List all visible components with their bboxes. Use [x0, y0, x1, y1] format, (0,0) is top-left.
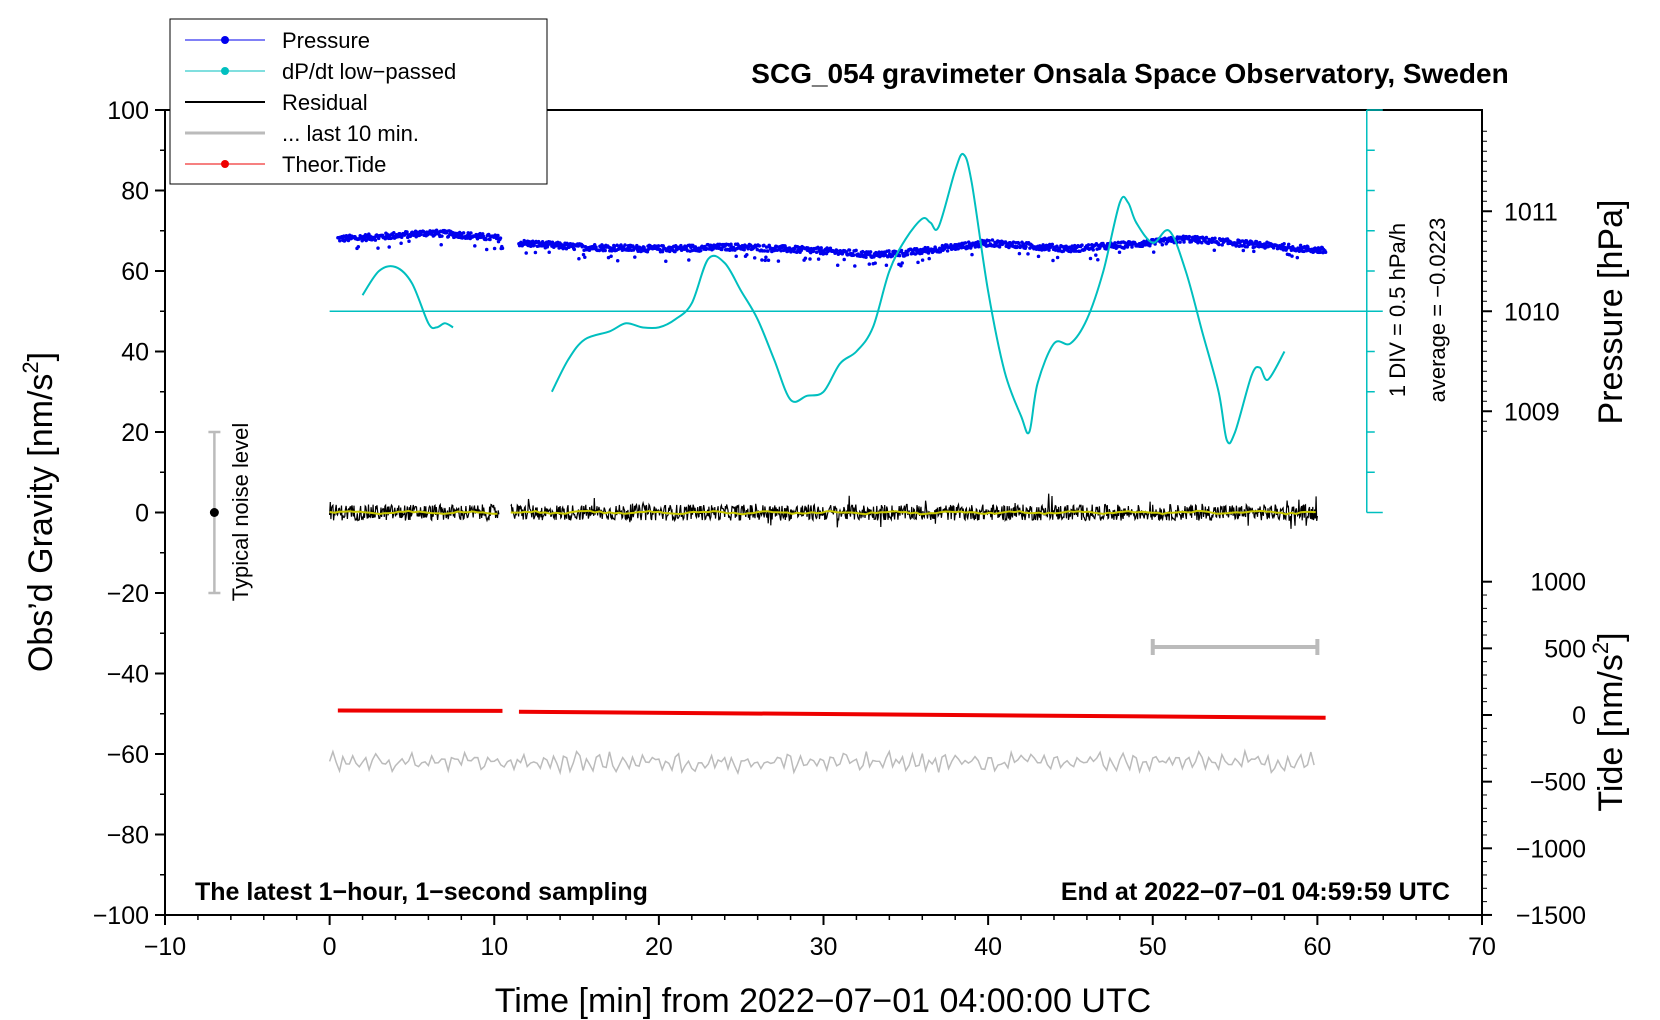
pressure-tick-label: 1011	[1504, 198, 1558, 226]
noise-level-label: Typical noise level	[228, 423, 253, 602]
tide-series	[518, 709, 1326, 720]
y-tick-label: −100	[93, 902, 149, 930]
legend-label: dP/dt low−passed	[282, 59, 456, 84]
pressure-tick-label: 1010	[1504, 298, 1560, 326]
dpdt-series	[361, 265, 454, 330]
dpdt-series	[550, 152, 1286, 445]
tide-axis-title-main: Tide [nm/s	[1592, 654, 1630, 811]
annotation-layer	[208, 109, 1383, 655]
legend-label: Residual	[282, 90, 368, 115]
bottom-right-note: End at 2022−07−01 04:59:59 UTC	[1061, 878, 1450, 906]
last10-series	[328, 748, 1315, 776]
y-axis-title-sup: 2	[18, 361, 43, 373]
tide-axis-title: Tide [nm/s2]	[1588, 632, 1630, 811]
legend: Pressure dP/dt low−passed Residual ... last…	[169, 18, 548, 185]
y-tick-label: 40	[121, 339, 149, 367]
x-tick-label: 50	[1139, 933, 1167, 961]
x-tick-label: 30	[810, 933, 838, 961]
y-axis-title: Obs’d Gravity [nm/s2]	[18, 352, 60, 672]
tide-tick-label: 0	[1572, 702, 1586, 730]
x-axis-title: Time [min] from 2022−07−01 04:00:00 UTC	[495, 982, 1151, 1020]
residual-smoothed-series	[329, 509, 498, 516]
legend-marker	[221, 160, 229, 168]
y-tick-label: 60	[121, 258, 149, 286]
y-tick-label: 20	[121, 419, 149, 447]
residual-series	[510, 493, 1318, 529]
legend-marker	[221, 36, 229, 44]
noise-dot	[209, 508, 219, 517]
series-layer	[328, 152, 1328, 776]
y-tick-label: 0	[135, 500, 149, 528]
bottom-left-note: The latest 1−hour, 1−second sampling	[195, 878, 648, 906]
dpdt-average-label: average = −0.0223	[1425, 218, 1450, 403]
dpdt-scale-label: 1 DIV = 0.5 hPa/h	[1385, 223, 1410, 397]
pressure-axis-title: Pressure [hPa]	[1592, 200, 1630, 425]
chart-title: SCG_054 gravimeter Onsala Space Observat…	[751, 58, 1508, 89]
y-tick-label: 100	[107, 97, 149, 125]
legend-items: Pressure dP/dt low−passed Residual ... last…	[185, 28, 456, 177]
y-tick-label: 80	[121, 178, 149, 206]
y-tick-label: −40	[107, 661, 149, 689]
y-tick-label: −20	[107, 580, 149, 608]
residual-smoothed-series	[510, 509, 1316, 516]
tide-axis-title-close: ]	[1592, 632, 1630, 641]
x-tick-label: 70	[1468, 933, 1496, 961]
tide-tick-label: −1000	[1516, 835, 1586, 863]
legend-label: ... last 10 min.	[282, 121, 419, 146]
y-tick-label: −60	[107, 741, 149, 769]
pressure-tick-label: 1009	[1504, 398, 1560, 426]
x-tick-label: 60	[1303, 933, 1331, 961]
x-tick-label: 20	[645, 933, 673, 961]
tide-axis-title-sup: 2	[1588, 642, 1613, 654]
tide-tick-label: −1500	[1516, 902, 1586, 930]
tide-tick-label: 1000	[1530, 569, 1586, 597]
x-tick-label: 0	[323, 933, 337, 961]
y-tick-label: −80	[107, 822, 149, 850]
legend-label: Theor.Tide	[282, 152, 386, 177]
y-axis-title-close: ]	[22, 352, 60, 361]
x-tick-label: 10	[480, 933, 508, 961]
x-tick-label: 40	[974, 933, 1002, 961]
axes-layer: −10 0 10 20 30 40 50 60 70−100−80−60−40−20020406…	[93, 97, 1586, 961]
legend-marker	[221, 67, 229, 75]
x-tick-label: −10	[144, 933, 186, 961]
tide-tick-label: 500	[1544, 635, 1586, 663]
tide-tick-label: −500	[1530, 769, 1586, 797]
y-axis-title-main: Obs’d Gravity [nm/s	[22, 374, 60, 673]
legend-label: Pressure	[282, 28, 370, 53]
